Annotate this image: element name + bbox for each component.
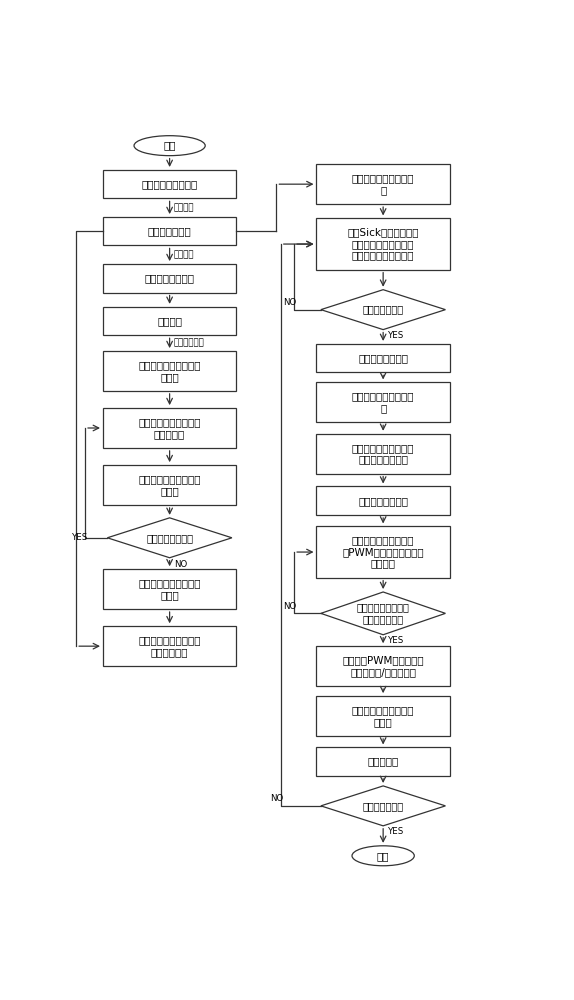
Text: 采集Sick激光传感器扫
描的植株信息以及车载
速度传感器的速度信息: 采集Sick激光传感器扫 描的植株信息以及车载 速度传感器的速度信息 xyxy=(347,227,419,261)
Text: 智能变量喷雾机器人运
动机构: 智能变量喷雾机器人运 动机构 xyxy=(138,578,201,600)
Text: 智能变量喷雾机器人运
动控制模块: 智能变量喷雾机器人运 动控制模块 xyxy=(138,417,201,439)
FancyBboxPatch shape xyxy=(316,164,450,204)
Text: 产生放大信号触发电磁
阀工作: 产生放大信号触发电磁 阀工作 xyxy=(352,705,414,727)
FancyBboxPatch shape xyxy=(103,307,236,335)
Text: 车载嵌入式计算机初始
化: 车载嵌入式计算机初始 化 xyxy=(352,173,414,195)
Text: NO: NO xyxy=(174,560,187,569)
Text: NO: NO xyxy=(270,794,283,803)
FancyBboxPatch shape xyxy=(316,646,450,686)
Ellipse shape xyxy=(134,136,205,156)
Text: 完成数据采集？: 完成数据采集？ xyxy=(363,305,404,315)
FancyBboxPatch shape xyxy=(103,264,236,293)
FancyBboxPatch shape xyxy=(316,747,450,776)
Text: 控制室内计算机: 控制室内计算机 xyxy=(148,226,192,236)
Text: 摄像机拍摄室内图像: 摄像机拍摄室内图像 xyxy=(142,179,197,189)
Text: YES: YES xyxy=(387,636,404,645)
FancyBboxPatch shape xyxy=(103,408,236,448)
Text: 计算一个PWM周期内各个
电磁阀打开/关闭的时间: 计算一个PWM周期内各个 电磁阀打开/关闭的时间 xyxy=(342,655,424,677)
Text: 处理后的室内图像: 处理后的室内图像 xyxy=(145,273,195,283)
Text: 路径信息传输: 路径信息传输 xyxy=(173,339,204,348)
Text: 结束: 结束 xyxy=(377,851,389,861)
Text: YES: YES xyxy=(72,533,88,542)
FancyBboxPatch shape xyxy=(103,626,236,666)
Text: NO: NO xyxy=(283,298,296,307)
Text: YES: YES xyxy=(387,827,404,836)
FancyBboxPatch shape xyxy=(316,696,450,736)
Text: 智能变量喷雾机器人避
障模块: 智能变量喷雾机器人避 障模块 xyxy=(138,474,201,496)
Text: 预处理采集的数据: 预处理采集的数据 xyxy=(358,353,408,363)
FancyBboxPatch shape xyxy=(103,217,236,245)
Text: 计算喷雾延时时间: 计算喷雾延时时间 xyxy=(358,496,408,506)
Text: 完成喷雾操作？: 完成喷雾操作？ xyxy=(363,801,404,811)
FancyBboxPatch shape xyxy=(103,465,236,505)
Text: 是否出现障碍物？: 是否出现障碍物？ xyxy=(146,533,193,543)
Ellipse shape xyxy=(352,846,414,866)
FancyBboxPatch shape xyxy=(316,526,450,578)
Text: YES: YES xyxy=(387,331,404,340)
Text: NO: NO xyxy=(283,602,296,611)
Polygon shape xyxy=(107,518,232,558)
FancyBboxPatch shape xyxy=(316,486,450,515)
Text: 从车载嵌入式计算机发
送PWM波的占空比给流量
控制模块: 从车载嵌入式计算机发 送PWM波的占空比给流量 控制模块 xyxy=(342,535,424,569)
FancyBboxPatch shape xyxy=(316,382,450,422)
FancyBboxPatch shape xyxy=(316,218,450,270)
Text: 是否完成给流量控制
模块发送请求？: 是否完成给流量控制 模块发送请求？ xyxy=(356,603,410,624)
FancyBboxPatch shape xyxy=(103,170,236,198)
Text: 图像传输: 图像传输 xyxy=(173,203,193,212)
Text: 计算每个喷嘴的喷雾流
量: 计算每个喷嘴的喷雾流 量 xyxy=(352,392,414,413)
Text: 智能变量喷雾机器人通
信模块: 智能变量喷雾机器人通 信模块 xyxy=(138,360,201,382)
FancyBboxPatch shape xyxy=(103,351,236,391)
Polygon shape xyxy=(321,290,445,330)
FancyBboxPatch shape xyxy=(103,569,236,609)
Polygon shape xyxy=(321,592,445,635)
Text: 智能变量喷雾机器人按
规定轨迹行驶: 智能变量喷雾机器人按 规定轨迹行驶 xyxy=(138,635,201,657)
Text: 路径规划: 路径规划 xyxy=(157,316,182,326)
Polygon shape xyxy=(321,786,445,826)
Text: 计算每个电磁阀的匹配
喷雾流量的占空比: 计算每个电磁阀的匹配 喷雾流量的占空比 xyxy=(352,443,414,464)
FancyBboxPatch shape xyxy=(316,344,450,372)
FancyBboxPatch shape xyxy=(316,434,450,474)
Text: 图像处理: 图像处理 xyxy=(173,250,193,259)
Text: 开始: 开始 xyxy=(164,141,176,151)
Text: 各喷嘴工作: 各喷嘴工作 xyxy=(367,757,399,767)
